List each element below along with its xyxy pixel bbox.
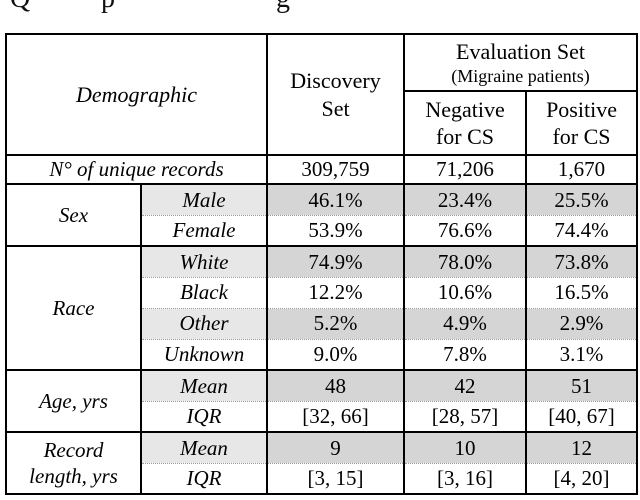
cell-other-negative: 4.9% (403, 307, 528, 339)
cell-unknown-positive: 3.1% (525, 338, 639, 370)
cell-black-discovery: 12.2% (266, 276, 406, 308)
cell-white-discovery: 74.9% (266, 245, 406, 277)
section-label-record-length-text: Record length, yrs (29, 437, 118, 488)
cell-male-discovery: 46.1% (266, 183, 406, 215)
header-negative-cs: Negative for CS (403, 90, 528, 155)
cell-record-mean-negative: 10 (403, 431, 528, 463)
cell-unknown-negative: 7.8% (403, 338, 528, 370)
cell-black-positive: 16.5% (525, 276, 639, 308)
row-label-female: Female (139, 214, 269, 246)
cell-record-iqr-discovery: [3, 15] (266, 462, 406, 494)
cell-age-mean-discovery: 48 (266, 369, 406, 401)
unique-records-row: N° of unique records 309,759 71,206 1,67… (4, 154, 639, 184)
cell-black-negative: 10.6% (403, 276, 528, 308)
cell-white-positive: 73.8% (525, 245, 639, 277)
row-label-record-mean: Mean (139, 431, 269, 463)
cell-record-mean-positive: 12 (525, 431, 639, 463)
cell-female-negative: 76.6% (403, 214, 528, 246)
section-label-age: Age, yrs (5, 369, 142, 432)
table-row-unknown: Unknown 9.0% 7.8% 3.1% (6, 338, 639, 370)
header-row-top: Demographic Discovery Set Evaluation Set… (4, 34, 639, 155)
cell-age-iqr-negative: [28, 57] (403, 400, 528, 432)
table-row-age-mean: Age, yrs Mean 48 42 51 (5, 369, 639, 432)
table-row-age-iqr: IQR [32, 66] [28, 57] [40, 67] (6, 400, 639, 432)
row-label-age-mean: Mean (139, 369, 269, 401)
cell-age-mean-negative: 42 (403, 369, 528, 401)
row-label-record-iqr: IQR (139, 462, 269, 494)
cell-female-positive: 74.4% (525, 214, 639, 246)
cell-unknown-discovery: 9.0% (266, 338, 406, 370)
table-row-record-mean: Record length, yrs Mean 9 10 12 (5, 431, 639, 494)
section-label-record-length: Record length, yrs (5, 431, 142, 494)
row-label-white: White (139, 245, 269, 277)
demographics-table: Demographic Discovery Set Evaluation Set… (4, 33, 639, 495)
header-discovery-set: Discovery Set (266, 34, 406, 155)
row-label-male: Male (139, 183, 269, 215)
cell-other-discovery: 5.2% (266, 307, 406, 339)
row-label-age-iqr: IQR (139, 400, 269, 432)
cell-age-iqr-discovery: [32, 66] (266, 400, 406, 432)
table-row-record-iqr: IQR [3, 15] [3, 16] [4, 20] (6, 462, 639, 494)
header-positive-cs-label: Positive for CS (546, 96, 617, 150)
cell-other-positive: 2.9% (525, 307, 639, 339)
cell-female-discovery: 53.9% (266, 214, 406, 246)
header-positive-cs: Positive for CS (525, 90, 639, 155)
row-label-unknown: Unknown (139, 338, 269, 370)
cell-white-negative: 78.0% (403, 245, 528, 277)
table-row-black: Black 12.2% 10.6% 16.5% (6, 276, 639, 308)
table-row-white: Race White 74.9% 78.0% 73.8% (5, 245, 639, 370)
header-negative-cs-label: Negative for CS (425, 96, 505, 150)
table-row-other: Other 5.2% 4.9% 2.9% (6, 307, 639, 339)
unique-records-negative: 71,206 (403, 154, 528, 184)
row-label-other: Other (139, 307, 269, 339)
table-row-male: Sex Male 46.1% 23.4% 25.5% (5, 183, 639, 246)
evaluation-set-subtitle: (Migraine patients) (451, 66, 590, 86)
caption-fragment: Q (10, 0, 30, 13)
cell-male-positive: 25.5% (525, 183, 639, 215)
table-row-female: Female 53.9% 76.6% 74.4% (6, 214, 639, 246)
unique-records-discovery: 309,759 (266, 154, 406, 184)
header-row-sub: Negative for CS Positive for CS (6, 90, 639, 155)
cell-record-mean-discovery: 9 (266, 431, 406, 463)
evaluation-set-title: Evaluation Set (456, 38, 585, 64)
cell-age-mean-positive: 51 (525, 369, 639, 401)
row-label-black: Black (139, 276, 269, 308)
header-demographic: Demographic (4, 34, 269, 155)
caption-fragment: p (101, 0, 115, 13)
cell-age-iqr-positive: [40, 67] (525, 400, 639, 432)
header-evaluation-set: Evaluation Set (Migraine patients) (403, 34, 639, 91)
cell-record-iqr-positive: [4, 20] (525, 462, 639, 494)
caption-fragment: g (276, 0, 290, 13)
cell-record-iqr-negative: [3, 16] (403, 462, 528, 494)
header-discovery-set-label: Discovery Set (290, 68, 381, 121)
cropped-caption: Q p g (0, 0, 640, 13)
section-label-sex: Sex (5, 183, 142, 246)
section-label-race: Race (5, 245, 142, 370)
unique-records-label: N° of unique records (4, 154, 269, 184)
unique-records-positive: 1,670 (525, 154, 639, 184)
cell-male-negative: 23.4% (403, 183, 528, 215)
